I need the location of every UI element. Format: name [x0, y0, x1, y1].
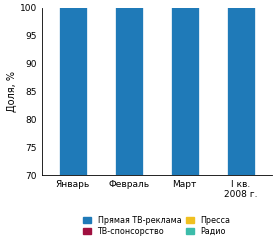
Y-axis label: Доля, %: Доля, %	[7, 71, 17, 112]
Bar	[171, 0, 199, 175]
Bar	[227, 0, 255, 175]
Bar	[115, 0, 143, 175]
Bar	[59, 0, 87, 175]
Legend: Прямая ТВ-реклама, ТВ-спонсорство, Пресса, Радио: Прямая ТВ-реклама, ТВ-спонсорство, Пресс…	[83, 216, 231, 236]
